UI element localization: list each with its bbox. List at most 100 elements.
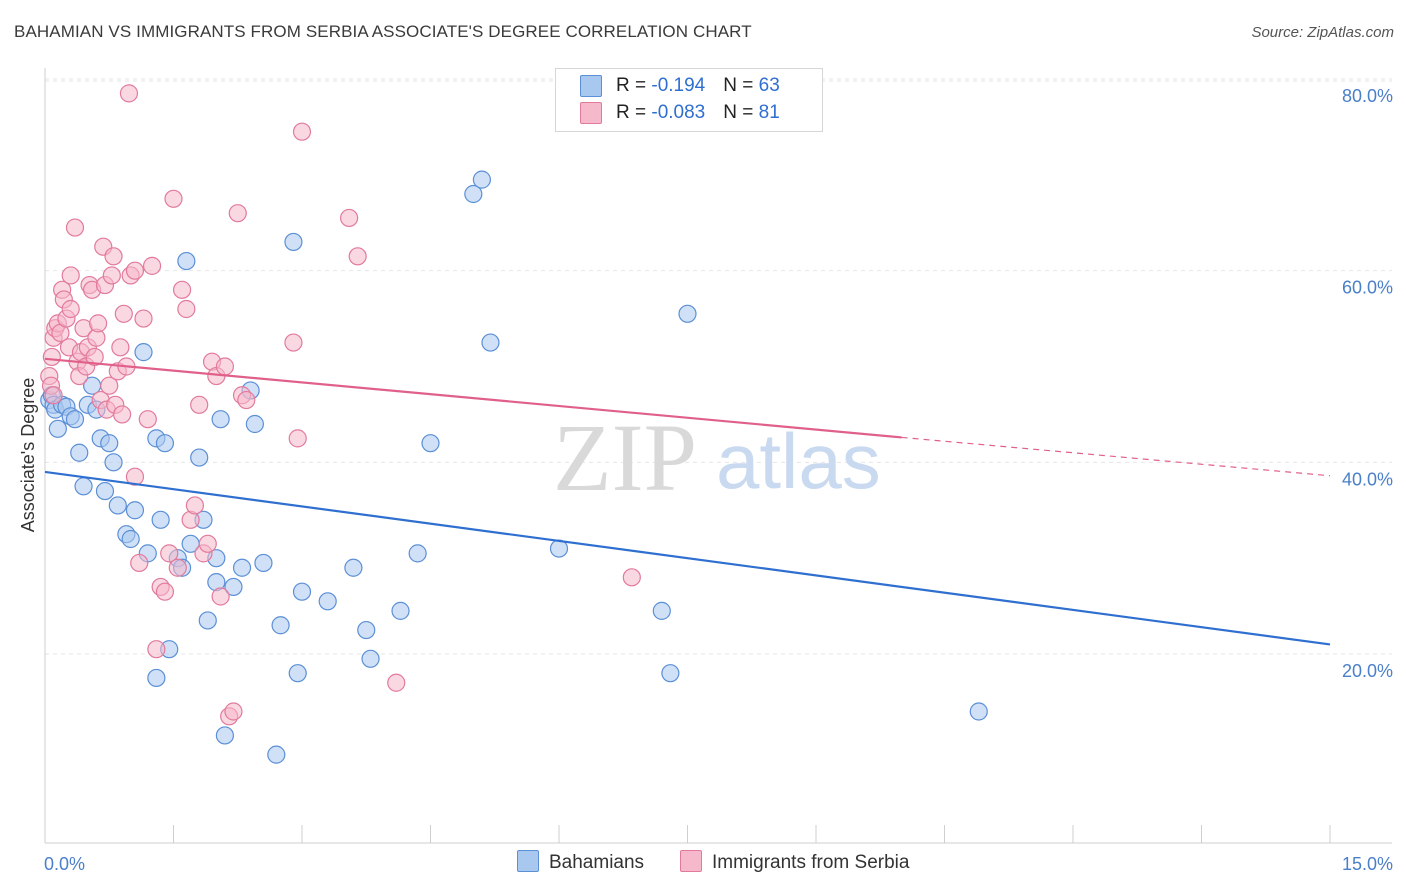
- serbia-point: [168, 558, 187, 577]
- serbia-point: [292, 122, 312, 141]
- y-tick-labels: 20.0% 40.0% 60.0% 80.0%: [1342, 86, 1393, 681]
- serbia-point: [61, 299, 80, 319]
- legend-label-serbia: Immigrants from Serbia: [712, 852, 910, 874]
- serbia-point: [61, 266, 80, 285]
- bahamian-point: [108, 496, 127, 515]
- serbia-point: [111, 338, 130, 357]
- legend-r-value: -0.083: [651, 102, 706, 124]
- serbia-point: [142, 256, 162, 275]
- bahamian-point: [65, 410, 85, 429]
- bahamian-point: [421, 434, 440, 453]
- bahamian-point: [121, 529, 140, 549]
- bahamian-point: [288, 664, 307, 683]
- legend-row-serbia: R = -0.083 N = 81: [580, 102, 780, 128]
- legend-n-label: N =: [723, 102, 759, 124]
- legend-r-label: R =: [616, 102, 652, 124]
- bahamian-point: [151, 510, 170, 529]
- bahamian-point: [48, 419, 67, 438]
- source-label: Source: ZipAtlas.com: [1251, 24, 1394, 41]
- watermark-zip: ZIP: [553, 404, 697, 511]
- bahamian-point: [100, 434, 119, 453]
- y-tick-label: 40.0%: [1342, 469, 1393, 489]
- serbia-point: [340, 208, 359, 228]
- bahamian-point: [74, 477, 93, 496]
- serbia-point: [138, 410, 157, 429]
- serbia-point: [211, 587, 230, 606]
- bahamian-point: [224, 577, 243, 597]
- legend-item-serbia[interactable]: Immigrants from Serbia: [680, 850, 910, 874]
- serbia-point: [114, 304, 133, 323]
- chart-title: BAHAMIAN VS IMMIGRANTS FROM SERBIA ASSOC…: [14, 22, 752, 41]
- bahamian-point: [661, 664, 680, 683]
- bahamian-point: [678, 304, 697, 323]
- bahamian-point: [391, 601, 410, 620]
- axes: [44, 68, 1392, 844]
- legend-swatch-blue: [580, 75, 602, 97]
- bahamian-point: [232, 558, 252, 577]
- legend-n-value: 63: [758, 75, 780, 97]
- y-tick-label: 60.0%: [1342, 278, 1393, 298]
- serbia-point: [160, 544, 179, 563]
- bahamian-point: [215, 726, 234, 745]
- bahamian-point: [271, 616, 290, 635]
- watermark-atlas: atlas: [716, 417, 881, 505]
- legend-n-value: 81: [758, 102, 780, 124]
- serbia-point: [288, 429, 307, 448]
- bahamian-point: [125, 501, 145, 520]
- serbia-point: [215, 357, 234, 376]
- serbia-point: [198, 534, 217, 553]
- serbia-point: [89, 314, 108, 333]
- serbia-point: [228, 204, 247, 223]
- bahamian-point: [292, 582, 312, 601]
- bahamian-point: [472, 170, 491, 189]
- serbia-point: [134, 309, 153, 328]
- bahamian-point: [344, 558, 363, 577]
- bahamian-point: [134, 343, 153, 362]
- serbia-point: [190, 395, 209, 414]
- bahamian-point: [267, 745, 286, 764]
- y-axis-label: Associate's Degree: [18, 378, 38, 533]
- legend-swatch-blue: [517, 850, 539, 872]
- serbia-point: [147, 640, 166, 659]
- legend-swatch-pink: [680, 850, 702, 872]
- serbia-point: [65, 218, 85, 237]
- bahamian-point: [254, 553, 273, 573]
- serbia-point: [185, 496, 205, 515]
- bahamian-point: [357, 620, 376, 640]
- serbia-point: [44, 386, 63, 405]
- serbia-point: [164, 189, 183, 208]
- bahamian-point: [481, 333, 500, 352]
- bahamian-point: [211, 410, 230, 429]
- bahamian-point: [198, 611, 217, 630]
- serbia-point: [237, 390, 256, 410]
- x-tick-label: 0.0%: [44, 854, 85, 874]
- serbia-point: [125, 261, 145, 280]
- bahamian-point: [177, 251, 196, 271]
- x-tick-labels: 0.0% 15.0%: [44, 854, 1393, 874]
- bahamian-point: [70, 443, 89, 462]
- serbia-point: [387, 673, 406, 692]
- serbia-point: [112, 405, 132, 424]
- legend-r-value: -0.194: [651, 75, 706, 97]
- legend-label-bahamians: Bahamians: [549, 852, 645, 874]
- serbia-point: [100, 376, 119, 395]
- bahamian-point: [408, 544, 427, 563]
- trend-line-bahamians: [44, 470, 1331, 646]
- legend-r-label: R =: [616, 75, 652, 97]
- series-bahamians-points: [40, 170, 988, 764]
- trend-line-serbia: [44, 357, 902, 439]
- serbia-point: [102, 266, 121, 285]
- bahamian-point: [190, 448, 209, 467]
- serbia-point: [104, 247, 123, 266]
- legend-item-bahamians[interactable]: Bahamians: [517, 850, 645, 874]
- bahamian-point: [361, 649, 380, 668]
- serbia-point: [172, 280, 192, 299]
- serbia-point: [224, 702, 243, 721]
- legend-n-label: N =: [723, 75, 759, 97]
- serbia-point: [622, 568, 641, 587]
- serbia-point: [155, 582, 175, 601]
- y-tick-label: 80.0%: [1342, 86, 1393, 106]
- bahamian-point: [245, 414, 264, 434]
- legend-row-bahamians: R = -0.194 N = 63: [580, 75, 780, 101]
